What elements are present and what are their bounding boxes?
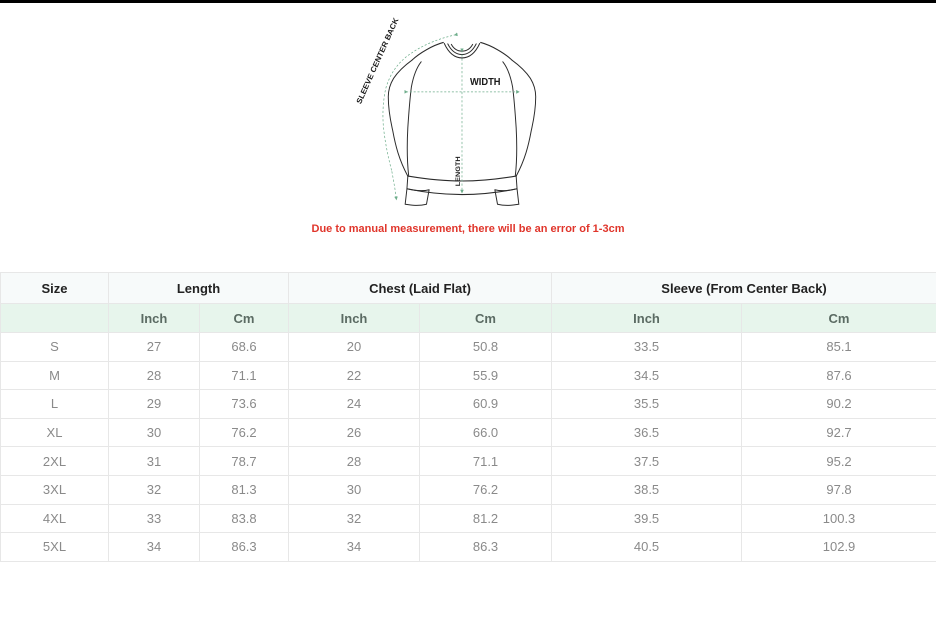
svg-text:SLEEVE CENTER BACK: SLEEVE CENTER BACK bbox=[355, 16, 401, 105]
svg-text:WIDTH: WIDTH bbox=[470, 77, 501, 88]
svg-text:LENGTH: LENGTH bbox=[455, 156, 462, 186]
